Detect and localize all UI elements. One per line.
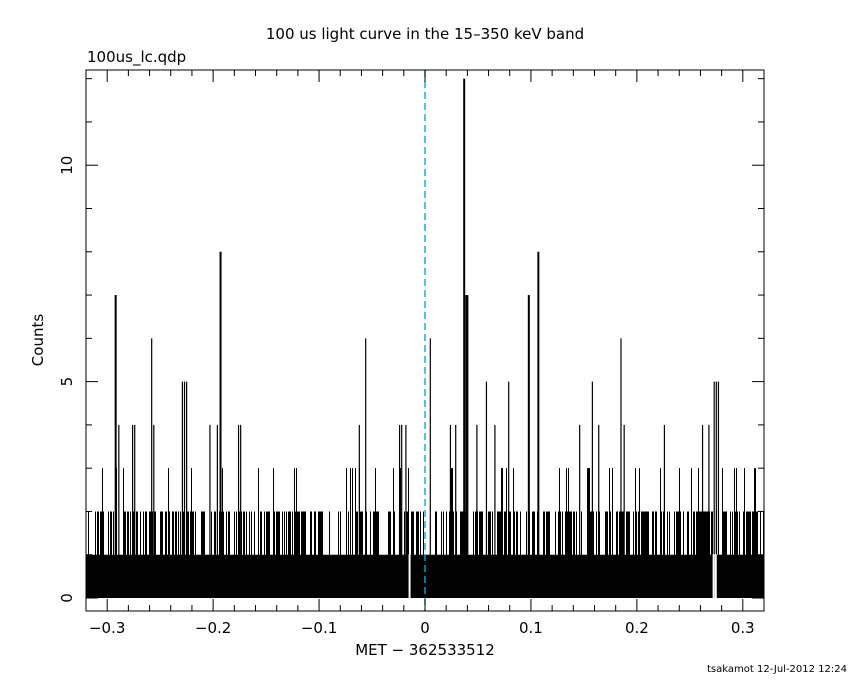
x-tick-label: 0.1 bbox=[519, 619, 543, 637]
y-tick-label: 0 bbox=[58, 593, 76, 603]
gap-slit bbox=[408, 554, 411, 599]
gap-layer bbox=[408, 554, 717, 599]
y-axis-label: Counts bbox=[29, 314, 47, 367]
x-tick-label: −0.1 bbox=[301, 619, 337, 637]
footer-stamp: tsakamot 12-Jul-2012 12:24 bbox=[707, 664, 847, 675]
chart-title: 100 us light curve in the 15–350 keV ban… bbox=[266, 25, 584, 43]
gap-slit bbox=[714, 554, 717, 599]
y-tick-labels: 0 5 10 bbox=[58, 156, 76, 603]
x-tick-label: −0.2 bbox=[195, 619, 231, 637]
x-tick-label: −0.3 bbox=[89, 619, 125, 637]
file-label: 100us_lc.qdp bbox=[87, 48, 186, 67]
x-tick-label: 0.3 bbox=[731, 619, 755, 637]
x-tick-label: 0.2 bbox=[625, 619, 649, 637]
x-tick-label: 0 bbox=[420, 619, 430, 637]
y-tick-label: 5 bbox=[58, 377, 76, 387]
gap-slit bbox=[712, 554, 715, 599]
y-tick-label: 10 bbox=[58, 156, 76, 175]
bars-layer bbox=[86, 78, 764, 599]
ticks-layer bbox=[85, 70, 765, 611]
x-axis-label: MET − 362533512 bbox=[355, 641, 495, 659]
x-tick-labels: −0.3 −0.2 −0.1 0 0.1 0.2 0.3 bbox=[89, 619, 755, 637]
